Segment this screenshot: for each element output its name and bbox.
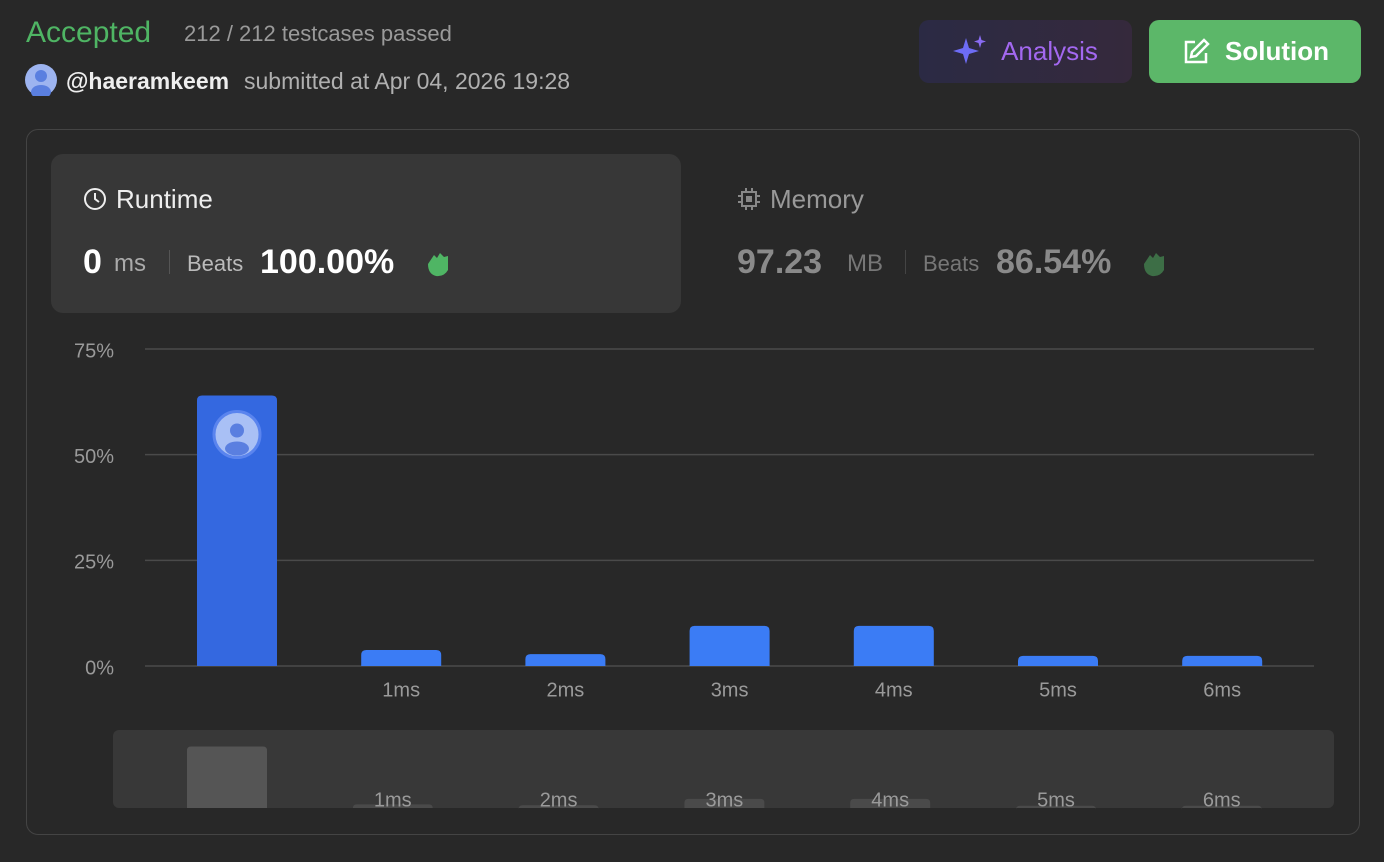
mini-x-tick-label: 2ms bbox=[540, 789, 578, 811]
result-card bbox=[26, 129, 1360, 835]
divider bbox=[905, 250, 906, 274]
bar[interactable] bbox=[1018, 655, 1098, 666]
testcases: 212 / 212 testcases passed bbox=[184, 21, 452, 46]
mini-x-tick-label: 4ms bbox=[871, 789, 909, 811]
edit-icon bbox=[1184, 37, 1210, 63]
user-avatar-head bbox=[230, 423, 244, 438]
mini-x-tick-label: 3ms bbox=[706, 789, 744, 811]
memory-beats: 86.54% bbox=[996, 243, 1112, 281]
divider bbox=[169, 250, 170, 274]
y-tick-label: 25% bbox=[74, 552, 114, 574]
sparkle-icon bbox=[953, 34, 987, 64]
analysis-button[interactable]: Analysis bbox=[919, 20, 1132, 83]
mini-bar bbox=[1016, 805, 1096, 810]
solution-label: Solution bbox=[1225, 36, 1329, 66]
memory-unit: MB bbox=[847, 250, 883, 277]
clap-icon bbox=[1144, 253, 1164, 277]
mini-bar bbox=[684, 798, 765, 808]
mini-bar bbox=[518, 805, 599, 810]
bar[interactable] bbox=[361, 649, 442, 666]
runtime-label: Runtime bbox=[116, 184, 213, 214]
y-tick-label: 0% bbox=[85, 657, 114, 679]
clap-icon bbox=[428, 253, 448, 277]
submitted-at: submitted at Apr 04, 2026 19:28 bbox=[244, 68, 571, 94]
range-navigator[interactable] bbox=[113, 730, 1334, 808]
bar[interactable] bbox=[1182, 655, 1263, 666]
x-tick-label: 1ms bbox=[382, 679, 420, 701]
runtime-beats: 100.00% bbox=[260, 243, 395, 281]
runtime-panel[interactable] bbox=[51, 154, 681, 313]
runtime-unit: ms bbox=[114, 250, 146, 277]
mini-x-tick-label: 1ms bbox=[374, 789, 412, 811]
clock-icon bbox=[84, 188, 106, 210]
y-tick-label: 50% bbox=[74, 446, 114, 468]
memory-label: Memory bbox=[770, 184, 864, 214]
analysis-label: Analysis bbox=[1001, 36, 1098, 66]
runtime-beats-label: Beats bbox=[187, 251, 244, 276]
memory-value: 97.23 bbox=[737, 243, 823, 281]
mini-bar bbox=[850, 798, 931, 808]
x-tick-label: 5ms bbox=[1039, 679, 1077, 701]
y-tick-label: 75% bbox=[74, 340, 114, 362]
x-tick-label: 3ms bbox=[711, 679, 749, 701]
mini-bar bbox=[1181, 805, 1262, 810]
bar[interactable] bbox=[197, 395, 277, 666]
bar[interactable] bbox=[525, 654, 606, 666]
bar[interactable] bbox=[853, 625, 934, 666]
chip-icon bbox=[738, 188, 760, 210]
runtime-value: 0 bbox=[83, 243, 102, 281]
bar[interactable] bbox=[689, 625, 770, 666]
x-tick-label: 2ms bbox=[547, 679, 585, 701]
user-avatar-body bbox=[225, 441, 249, 456]
x-tick-label: 6ms bbox=[1203, 679, 1241, 701]
mini-bar bbox=[187, 746, 267, 808]
mini-x-tick-label: 6ms bbox=[1203, 789, 1241, 811]
solution-button[interactable]: Solution bbox=[1149, 20, 1361, 83]
mini-x-tick-label: 5ms bbox=[1037, 789, 1075, 811]
mini-bar bbox=[352, 804, 433, 809]
x-tick-label: 4ms bbox=[875, 679, 913, 701]
username[interactable]: @haeramkeem bbox=[66, 68, 230, 94]
memory-beats-label: Beats bbox=[923, 251, 980, 276]
avatar bbox=[25, 64, 57, 96]
status: Accepted bbox=[26, 16, 152, 49]
